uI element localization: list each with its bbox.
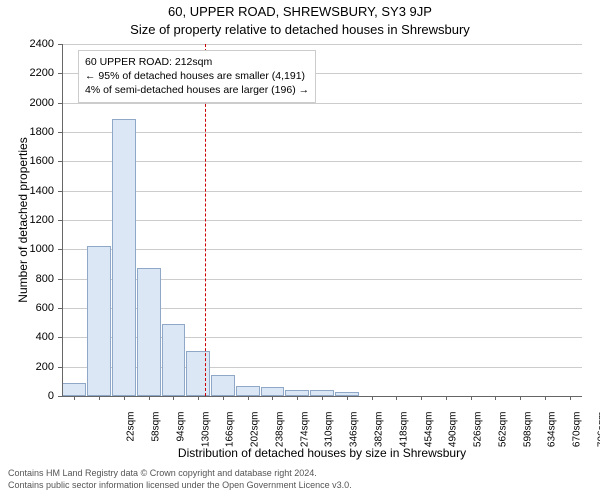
gridline (62, 191, 582, 192)
y-tick-label: 200 (0, 361, 54, 373)
y-tick-label: 2400 (0, 38, 54, 50)
y-axis-line (62, 44, 63, 396)
footer: Contains HM Land Registry data © Crown c… (8, 468, 352, 491)
x-tick-mark (99, 396, 100, 400)
y-tick-label: 1000 (0, 243, 54, 255)
x-tick-label: 130sqm (200, 412, 211, 472)
gridline (62, 103, 582, 104)
y-tick-label: 400 (0, 331, 54, 343)
x-tick-label: 418sqm (398, 412, 409, 472)
x-tick-mark (124, 396, 125, 400)
x-tick-mark (495, 396, 496, 400)
y-tick-label: 800 (0, 273, 54, 285)
x-tick-label: 202sqm (250, 412, 261, 472)
x-tick-label: 274sqm (299, 412, 310, 472)
x-tick-mark (372, 396, 373, 400)
x-tick-label: 454sqm (423, 412, 434, 472)
annotation-line2: ← 95% of detached houses are smaller (4,… (85, 69, 309, 83)
bar (137, 268, 161, 396)
y-tick-label: 600 (0, 302, 54, 314)
bar (211, 375, 235, 396)
y-tick-label: 1800 (0, 126, 54, 138)
x-tick-label: 346sqm (349, 412, 360, 472)
x-tick-label: 598sqm (522, 412, 533, 472)
x-tick-mark (421, 396, 422, 400)
bar (236, 386, 260, 396)
x-tick-label: 562sqm (497, 412, 508, 472)
x-tick-label: 238sqm (274, 412, 285, 472)
x-tick-mark (74, 396, 75, 400)
gridline (62, 161, 582, 162)
bar (261, 387, 285, 396)
bar (112, 119, 136, 396)
title-address: 60, UPPER ROAD, SHREWSBURY, SY3 9JP (0, 4, 600, 19)
x-tick-label: 22sqm (126, 412, 137, 472)
gridline (62, 44, 582, 45)
x-tick-label: 670sqm (572, 412, 583, 472)
x-tick-mark (570, 396, 571, 400)
page: 60, UPPER ROAD, SHREWSBURY, SY3 9JP Size… (0, 0, 600, 500)
y-tick-label: 2000 (0, 97, 54, 109)
x-tick-label: 94sqm (175, 412, 186, 472)
x-tick-mark (272, 396, 273, 400)
x-tick-label: 706sqm (596, 412, 600, 472)
bar (186, 351, 210, 396)
title-subtitle: Size of property relative to detached ho… (0, 22, 600, 37)
x-tick-label: 490sqm (448, 412, 459, 472)
annotation-line1: 60 UPPER ROAD: 212sqm (85, 55, 309, 69)
x-tick-mark (347, 396, 348, 400)
x-tick-label: 382sqm (374, 412, 385, 472)
x-tick-mark (198, 396, 199, 400)
x-tick-mark (248, 396, 249, 400)
y-tick-label: 1200 (0, 214, 54, 226)
y-tick-label: 0 (0, 390, 54, 402)
gridline (62, 132, 582, 133)
x-tick-label: 166sqm (225, 412, 236, 472)
x-tick-mark (149, 396, 150, 400)
x-tick-label: 634sqm (547, 412, 558, 472)
x-tick-mark (396, 396, 397, 400)
gridline (62, 220, 582, 221)
x-tick-mark (545, 396, 546, 400)
gridline (62, 249, 582, 250)
x-tick-label: 310sqm (324, 412, 335, 472)
x-tick-mark (322, 396, 323, 400)
x-tick-mark (173, 396, 174, 400)
y-tick-label: 2200 (0, 67, 54, 79)
marker-annotation: 60 UPPER ROAD: 212sqm ← 95% of detached … (78, 50, 316, 103)
x-tick-label: 58sqm (151, 412, 162, 472)
annotation-line3: 4% of semi-detached houses are larger (1… (85, 83, 309, 97)
x-tick-mark (223, 396, 224, 400)
x-tick-mark (297, 396, 298, 400)
bar (62, 383, 86, 396)
y-tick-label: 1400 (0, 185, 54, 197)
x-tick-mark (520, 396, 521, 400)
bar (162, 324, 186, 396)
bar (87, 246, 111, 396)
y-tick-label: 1600 (0, 155, 54, 167)
footer-line2: Contains public sector information licen… (8, 480, 352, 492)
x-tick-mark (471, 396, 472, 400)
x-tick-label: 526sqm (473, 412, 484, 472)
x-tick-mark (446, 396, 447, 400)
